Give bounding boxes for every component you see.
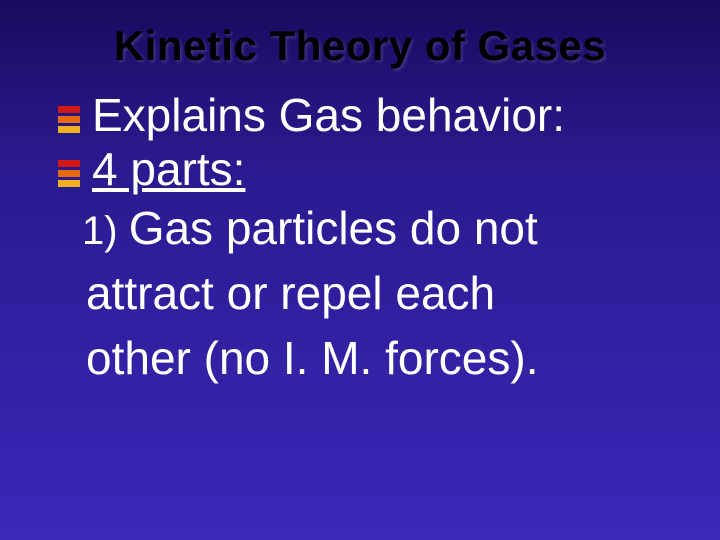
- bullet-text-2: 4 parts:: [92, 142, 245, 196]
- numbered-item-1: 1) Gas particles do not attract or repel…: [58, 202, 690, 397]
- bullet-bar-red: [58, 160, 80, 167]
- bullet-bar-orange: [58, 116, 80, 123]
- numbered-line-1: Gas particles do not: [129, 202, 538, 254]
- bullet-item-1: Explains Gas behavior:: [58, 88, 690, 142]
- bullet-icon: [58, 160, 80, 190]
- numbered-line-3: other (no I. M. forces).: [86, 332, 538, 384]
- bullet-icon: [58, 106, 80, 136]
- slide-content: Explains Gas behavior: 4 parts: 1) Gas p…: [0, 70, 720, 397]
- number-label: 1): [82, 209, 129, 253]
- bullet-bar-gold: [58, 126, 80, 133]
- bullet-item-2: 4 parts:: [58, 142, 690, 196]
- numbered-text: 1) Gas particles do not attract or repel…: [86, 202, 690, 397]
- bullet-bar-gold: [58, 180, 80, 187]
- slide: Kinetic Theory of Gases Explains Gas beh…: [0, 0, 720, 540]
- slide-title: Kinetic Theory of Gases: [0, 0, 720, 70]
- bullet-text-1: Explains Gas behavior:: [92, 88, 565, 142]
- bullet-bar-orange: [58, 170, 80, 177]
- bullet-bar-red: [58, 106, 80, 113]
- numbered-line-2: attract or repel each: [86, 267, 495, 319]
